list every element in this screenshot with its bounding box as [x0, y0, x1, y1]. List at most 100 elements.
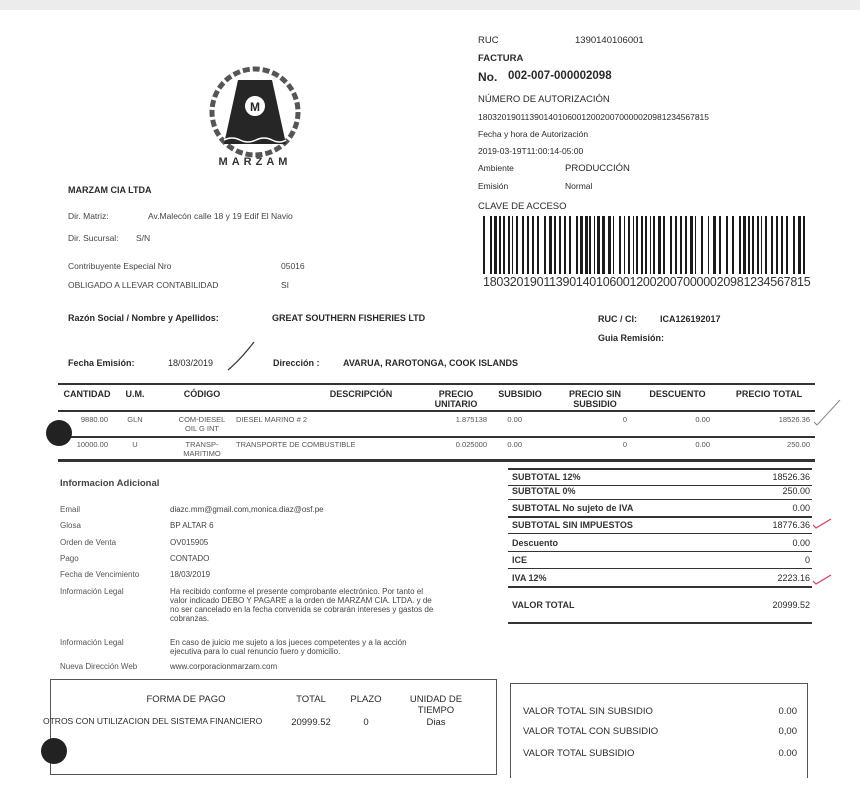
totals-rule — [508, 499, 812, 500]
barcode-bar — [641, 216, 643, 274]
logo-text: MARZAM — [219, 156, 292, 168]
barcode-bar — [653, 216, 655, 274]
barcode-bar — [685, 216, 687, 274]
cell-precio-total: 250.00 — [787, 440, 810, 449]
barcode-bar — [636, 216, 638, 274]
barcode-bar — [701, 216, 703, 274]
header-descuento: DESCUENTO — [649, 389, 706, 399]
additional-value: 18/03/2019 — [170, 570, 211, 579]
barcode-bar — [554, 216, 556, 274]
cell-descripcion: TRANSPORTE DE COMBUSTIBLE — [236, 440, 356, 449]
barcode-bar — [719, 216, 721, 274]
totals-label: SUBTOTAL SIN IMPUESTOS — [512, 520, 633, 530]
barcode-bar — [499, 216, 501, 274]
cell-subsidio: 0.00 — [507, 440, 522, 449]
oblig-label: OBLIGADO A LLEVAR CONTABILIDAD — [68, 280, 219, 290]
payment-total: 20999.52 — [291, 717, 331, 728]
barcode-bar — [597, 216, 600, 274]
barcode-bar — [786, 216, 788, 274]
subsidy-value: 0,00 — [778, 726, 798, 737]
barcode-bar — [732, 216, 734, 274]
header-descripcion: DESCRIPCIÓN — [329, 389, 393, 399]
barcode-bar — [771, 216, 773, 274]
env-value: PRODUCCIÓN — [565, 163, 630, 174]
barcode-bar — [752, 216, 754, 274]
header-precio-unitario: PRECIO UNITARIO — [434, 389, 478, 409]
contrib-label: Contribuyente Especial Nro — [68, 261, 172, 271]
address-label: Dirección : — [273, 358, 320, 368]
barcode-bar — [761, 216, 762, 274]
totals-value: 0 — [804, 555, 810, 565]
barcode-bar — [650, 216, 651, 274]
customer-name-label: Razón Social / Nombre y Apellidos: — [68, 313, 219, 323]
invoice-number: 002-007-000002098 — [508, 70, 612, 82]
cell-um: U — [132, 440, 138, 449]
header-cantidad: CANTIDAD — [63, 389, 111, 399]
guia-label: Guia Remisión: — [598, 333, 665, 343]
cell-precio-sin-subsidio: 0 — [622, 440, 627, 449]
access-key-label: CLAVE DE ACCESO — [478, 201, 567, 212]
barcode-bar — [776, 216, 778, 274]
totals-label: SUBTOTAL 12% — [512, 472, 581, 482]
barcode-bar — [803, 216, 805, 274]
additional-value: diazc.mm@gmail.com,monica.diaz@osf.pe — [170, 505, 324, 514]
barcode-bar — [690, 216, 693, 274]
address-value: AVARUA, RAROTONGA, COOK ISLANDS — [343, 358, 519, 368]
additional-value: BP ALTAR 6 — [170, 521, 214, 530]
logo-badge: M — [250, 100, 260, 114]
totals-rule — [508, 516, 812, 518]
totals-rule — [508, 468, 812, 470]
cell-precio-unitario: 1.875138 — [455, 415, 487, 424]
scan-border — [0, 0, 860, 10]
header-codigo: CÓDIGO — [183, 389, 221, 399]
barcode-digits: 1803201901139014010600120020070000020981… — [483, 275, 811, 289]
payment-unit: Dias — [426, 717, 446, 728]
auth-date: 2019-03-19T11:00:14-05:00 — [478, 146, 584, 156]
barcode-bar — [585, 216, 588, 274]
barcode-bar — [663, 216, 665, 274]
totals-label: IVA 12% — [512, 573, 547, 583]
additional-label: Glosa — [60, 521, 81, 530]
barcode-bar — [576, 216, 578, 274]
totals-rule — [508, 622, 812, 624]
header-precio-sin-subsidio: PRECIO SIN SUBSIDIO — [568, 389, 621, 409]
cell-descuento: 0.00 — [695, 440, 710, 449]
matriz-value: Av.Malecón calle 18 y 19 Edif El Navio — [148, 211, 293, 221]
barcode-bar — [516, 216, 518, 274]
check-mark-icon — [812, 518, 832, 529]
totals-label: Descuento — [512, 538, 559, 548]
customer-ruc-label: RUC / CI: — [598, 314, 637, 324]
header-um: U.M. — [125, 389, 145, 399]
sucursal-value: S/N — [136, 233, 151, 243]
totals-rule — [508, 533, 812, 534]
totals-label: SUBTOTAL No sujeto de IVA — [512, 503, 634, 513]
additional-label: Orden de Venta — [60, 538, 117, 547]
barcode-bar — [532, 216, 534, 274]
barcode-bar — [559, 216, 561, 274]
barcode-bar — [645, 216, 647, 274]
additional-label: Información Legal — [60, 587, 124, 596]
barcode-bar — [713, 216, 716, 274]
punch-hole — [41, 738, 67, 764]
additional-value: CONTADO — [170, 554, 210, 563]
date-value: 18/03/2019 — [168, 358, 214, 368]
cell-cantidad: 10000.00 — [76, 440, 108, 449]
additional-value: OV015905 — [170, 538, 209, 547]
subsidy-box: VALOR TOTAL SIN SUBSIDIO 0.00 VALOR TOTA… — [510, 683, 808, 778]
barcode-bar — [544, 216, 546, 274]
barcode-bar — [490, 216, 492, 274]
doc-type: FACTURA — [478, 53, 524, 64]
check-mark-icon — [812, 574, 832, 585]
table-header-rule — [58, 410, 815, 412]
totals-value: 20999.52 — [772, 600, 810, 610]
subsidy-label: VALOR TOTAL SIN SUBSIDIO — [523, 706, 653, 717]
matriz-label: Dir. Matriz: — [68, 211, 109, 221]
payment-header-total: TOTAL — [296, 694, 326, 705]
barcode-bar — [708, 216, 709, 274]
payment-method: OTROS CON UTILIZACION DEL SISTEMA FINANC… — [43, 716, 263, 726]
totals-value: 0.00 — [792, 503, 810, 513]
payment-header-method: FORMA DE PAGO — [146, 694, 226, 705]
barcode-bar — [781, 216, 783, 274]
totals-label: SUBTOTAL 0% — [512, 486, 576, 496]
barcode-bar — [658, 216, 661, 274]
